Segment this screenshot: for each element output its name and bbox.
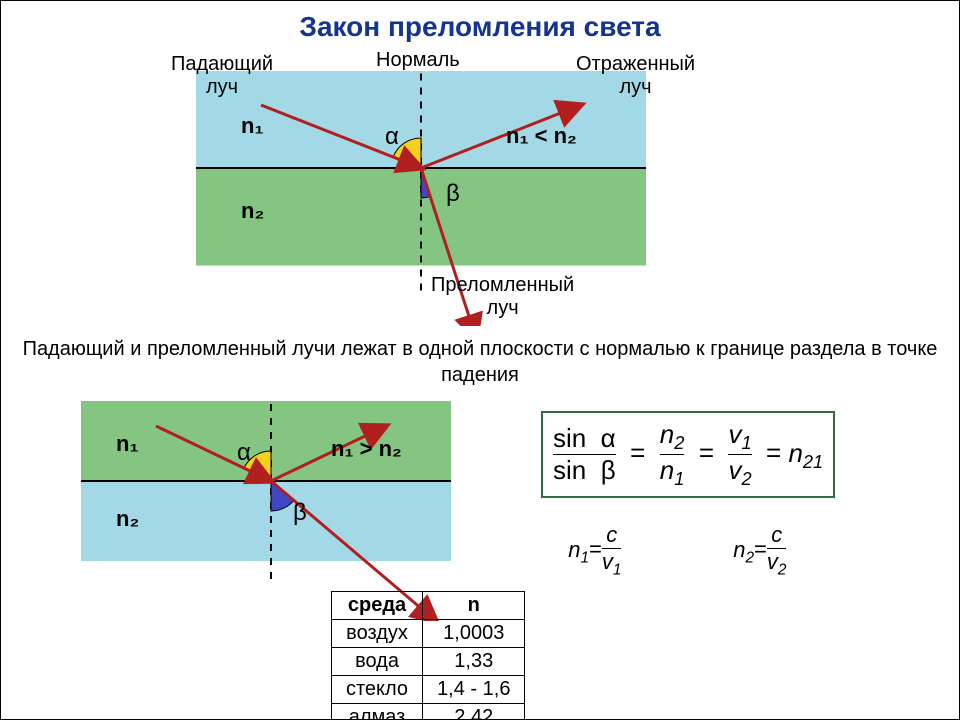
table-row: алмаз2,42 [332, 704, 525, 720]
n-relation-label-2: n₁ > n₂ [331, 436, 402, 462]
snell-formula: sin αsin β = n2n1 = v1v2 = n21 [541, 411, 835, 498]
refracted-ray-label: Преломленный луч [431, 274, 574, 320]
alpha-label: α [385, 123, 399, 151]
reflected-ray-label: Отраженный луч [576, 53, 695, 99]
refractive-index-table: средаnвоздух1,0003вода1,33стекло1,4 - 1,… [331, 591, 525, 720]
table-row: стекло1,4 - 1,6 [332, 676, 525, 704]
normal-label: Нормаль [376, 49, 460, 72]
n2-label: n₂ [241, 198, 264, 224]
beta-label: β [446, 180, 460, 208]
n-relation-label: n₁ < n₂ [506, 123, 577, 149]
alpha-label-2: α [237, 439, 251, 467]
page: { "title":{"text":"Закон преломления све… [0, 0, 960, 720]
n1-label: n₁ [241, 113, 264, 139]
table-row: воздух1,0003 [332, 620, 525, 648]
page-title: Закон преломления света [1, 11, 959, 43]
n2-formula: n2=cv2 [721, 496, 786, 579]
table-header: среда [332, 592, 423, 620]
law-statement: Падающий и преломленный лучи лежат в одн… [1, 336, 959, 388]
incident-ray-label: Падающий луч [171, 53, 273, 99]
n1-formula: n1=cv1 [556, 496, 621, 579]
table-header: n [423, 592, 525, 620]
table-row: вода1,33 [332, 648, 525, 676]
beta-label-2: β [293, 499, 307, 527]
n1-label-2: n₁ [116, 431, 139, 457]
n2-label-2: n₂ [116, 506, 139, 532]
